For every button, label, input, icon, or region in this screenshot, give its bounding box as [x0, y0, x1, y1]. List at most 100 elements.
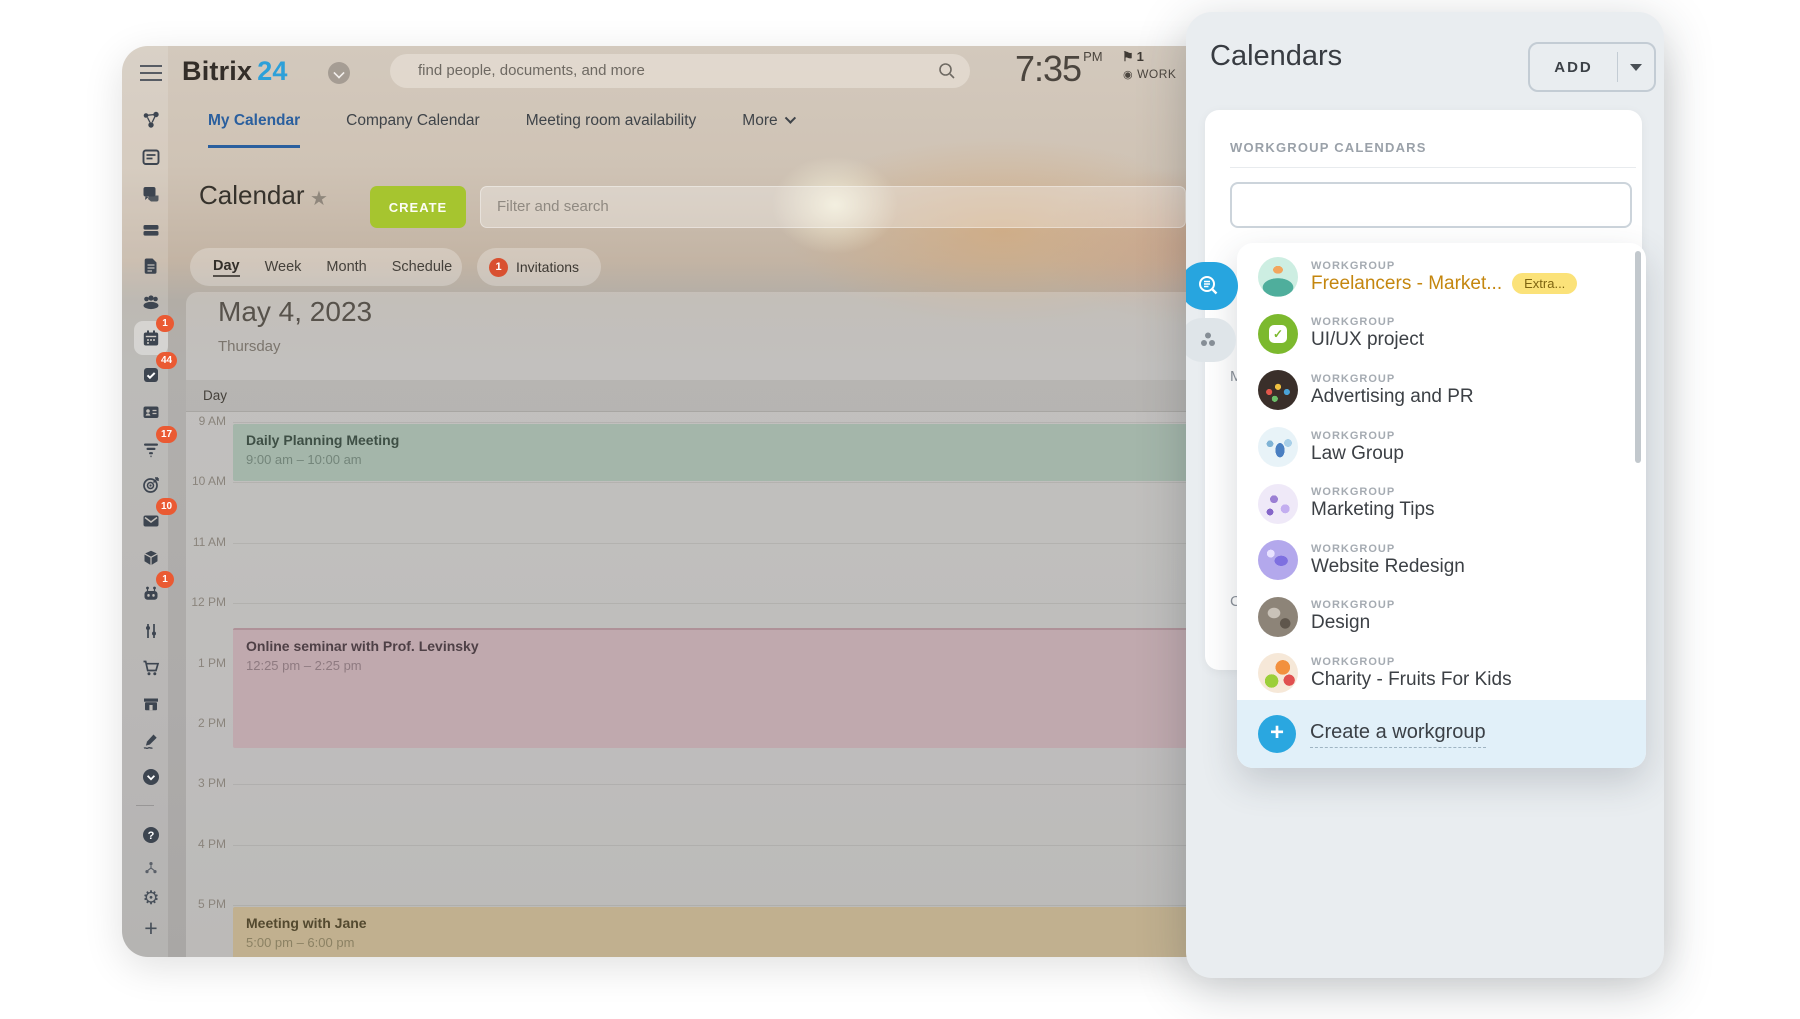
hour-gridline — [233, 422, 1660, 423]
sidebar-item-groups[interactable] — [134, 285, 168, 319]
sidebar-item-drive[interactable] — [134, 213, 168, 247]
scrollbar[interactable] — [1635, 251, 1641, 463]
add-dropdown-button[interactable] — [1618, 44, 1654, 90]
avatar — [1258, 313, 1298, 354]
filter-search-input[interactable]: Filter and search — [480, 186, 1186, 228]
create-button[interactable]: CREATE — [370, 186, 466, 228]
list-item-charity[interactable]: WORKGROUP Charity - Fruits For Kids — [1237, 645, 1646, 702]
panel-apps-tab[interactable] — [1186, 318, 1236, 362]
sidebar: 1 44 17 10 1 ? — [122, 46, 178, 957]
section-divider — [1230, 167, 1636, 168]
item-name: Advertising and PR — [1311, 385, 1474, 407]
current-date: May 4, 2023 — [218, 296, 373, 327]
sidebar-item-network[interactable] — [134, 103, 168, 137]
invitations-button[interactable]: 1 Invitations — [477, 248, 601, 286]
sidebar-item-automation[interactable]: 1 — [134, 571, 174, 611]
list-item-website-redesign[interactable]: WORKGROUP Website Redesign — [1237, 532, 1646, 589]
create-workgroup-button[interactable]: Create a workgroup — [1237, 700, 1646, 768]
tab-meeting-room-availability[interactable]: Meeting room availability — [525, 112, 697, 129]
item-name: Website Redesign — [1311, 555, 1465, 577]
list-item-freelancers[interactable]: WORKGROUP Freelancers - Market... Extra..… — [1237, 249, 1646, 306]
sidebar-item-mail[interactable]: 10 — [134, 498, 178, 538]
calendar-badge: 1 — [156, 315, 174, 332]
list-item-uiux[interactable]: WORKGROUP UI/UX project — [1237, 306, 1646, 363]
hour-gridline — [233, 845, 1660, 846]
automation-badge: 1 — [156, 571, 174, 588]
workgroup-dropdown: WORKGROUP Freelancers - Market... Extra..… — [1237, 243, 1646, 768]
item-type: WORKGROUP — [1311, 316, 1396, 329]
tab-company-calendar[interactable]: Company Calendar — [346, 112, 480, 129]
sidebar-item-add[interactable] — [134, 911, 168, 945]
document-icon — [144, 258, 157, 274]
sidebar-item-settings-sliders[interactable] — [134, 614, 168, 648]
sidebar-item-chat[interactable] — [134, 177, 168, 211]
brand-logo[interactable]: Bitrix 24 — [182, 56, 288, 87]
funnel-badge: 17 — [156, 426, 178, 443]
list-item-law-group[interactable]: WORKGROUP Law Group — [1237, 419, 1646, 476]
avatar — [1258, 596, 1298, 637]
list-item-design[interactable]: WORKGROUP Design — [1237, 589, 1646, 646]
sidebar-item-crm-card[interactable] — [134, 395, 168, 429]
calendars-panel: Calendars ADD WORKGROUP CALENDARS M C WO… — [1186, 12, 1664, 978]
list-item-marketing-tips[interactable]: WORKGROUP Marketing Tips — [1237, 475, 1646, 532]
list-item-advertising[interactable]: WORKGROUP Advertising and PR — [1237, 362, 1646, 419]
sidebar-item-sites[interactable] — [134, 541, 168, 575]
workgroup-search-input[interactable] — [1230, 182, 1632, 228]
contact-card-icon — [143, 406, 159, 418]
panel-search-tab[interactable] — [1186, 262, 1238, 310]
item-name: Freelancers - Market... — [1311, 272, 1503, 294]
network-icon — [143, 111, 159, 128]
sidebar-item-newsfeed[interactable] — [134, 140, 168, 174]
hour-label: 9 AM — [198, 414, 226, 428]
avatar — [1258, 257, 1298, 298]
view-tab-week[interactable]: Week — [264, 259, 302, 275]
hour-label: 5 PM — [197, 897, 226, 911]
robot-icon — [144, 586, 158, 600]
item-type: WORKGROUP — [1311, 486, 1396, 499]
item-name: Law Group — [1311, 442, 1404, 464]
sidebar-item-warehouse[interactable] — [134, 687, 168, 721]
sidebar-item-help[interactable]: ? — [134, 818, 168, 852]
sidebar-item-collapse[interactable] — [134, 760, 168, 794]
add-button[interactable]: ADD — [1528, 42, 1656, 92]
store-icon — [144, 698, 158, 711]
item-type: WORKGROUP — [1311, 599, 1396, 612]
hour-label: 10 AM — [191, 474, 226, 488]
event-time: 9:00 am – 10:00 am — [246, 452, 362, 467]
sidebar-item-esign[interactable] — [134, 724, 168, 758]
hour-gridline — [233, 543, 1660, 544]
sidebar-item-settings[interactable] — [134, 881, 168, 915]
clock[interactable]: 7:35 PM — [1015, 48, 1103, 90]
item-name: UI/UX project — [1311, 329, 1424, 351]
menu-hamburger-icon[interactable] — [140, 65, 162, 81]
hour-label: 12 PM — [191, 595, 226, 609]
flag-counter[interactable]: 1 — [1122, 49, 1144, 65]
work-status[interactable]: WORK — [1123, 67, 1176, 81]
hour-label: 11 AM — [192, 535, 226, 549]
view-tab-schedule[interactable]: Schedule — [391, 259, 453, 275]
tab-my-calendar[interactable]: My Calendar — [208, 112, 301, 148]
sidebar-item-tasks[interactable]: 44 — [134, 352, 178, 392]
sidebar-item-crm-funnel[interactable]: 17 — [134, 426, 178, 466]
sidebar-item-shop[interactable] — [134, 651, 168, 685]
brand-dropdown-icon[interactable] — [328, 62, 350, 84]
sidebar-item-sitemap[interactable] — [134, 851, 168, 885]
item-type: WORKGROUP — [1311, 429, 1396, 442]
drive-icon — [143, 225, 159, 236]
view-tab-day[interactable]: Day — [213, 258, 240, 277]
sidebar-item-calendar[interactable]: 1 — [134, 315, 174, 355]
sidebar-item-documents[interactable] — [134, 249, 168, 283]
hour-label: 3 PM — [197, 776, 226, 790]
hour-gridline — [233, 784, 1660, 785]
search-list-icon — [1199, 276, 1218, 295]
event-time: 5:00 pm – 6:00 pm — [246, 935, 355, 950]
sidebar-item-goals[interactable] — [134, 468, 168, 502]
tab-more[interactable]: More — [742, 112, 796, 148]
sidebar-divider — [136, 805, 154, 806]
global-search-input[interactable]: find people, documents, and more — [390, 54, 970, 88]
record-icon — [1123, 67, 1137, 81]
avatar — [1258, 653, 1298, 694]
view-tab-month[interactable]: Month — [326, 259, 367, 275]
add-button-label: ADD — [1554, 58, 1593, 76]
create-workgroup-label: Create a workgroup — [1310, 721, 1486, 748]
